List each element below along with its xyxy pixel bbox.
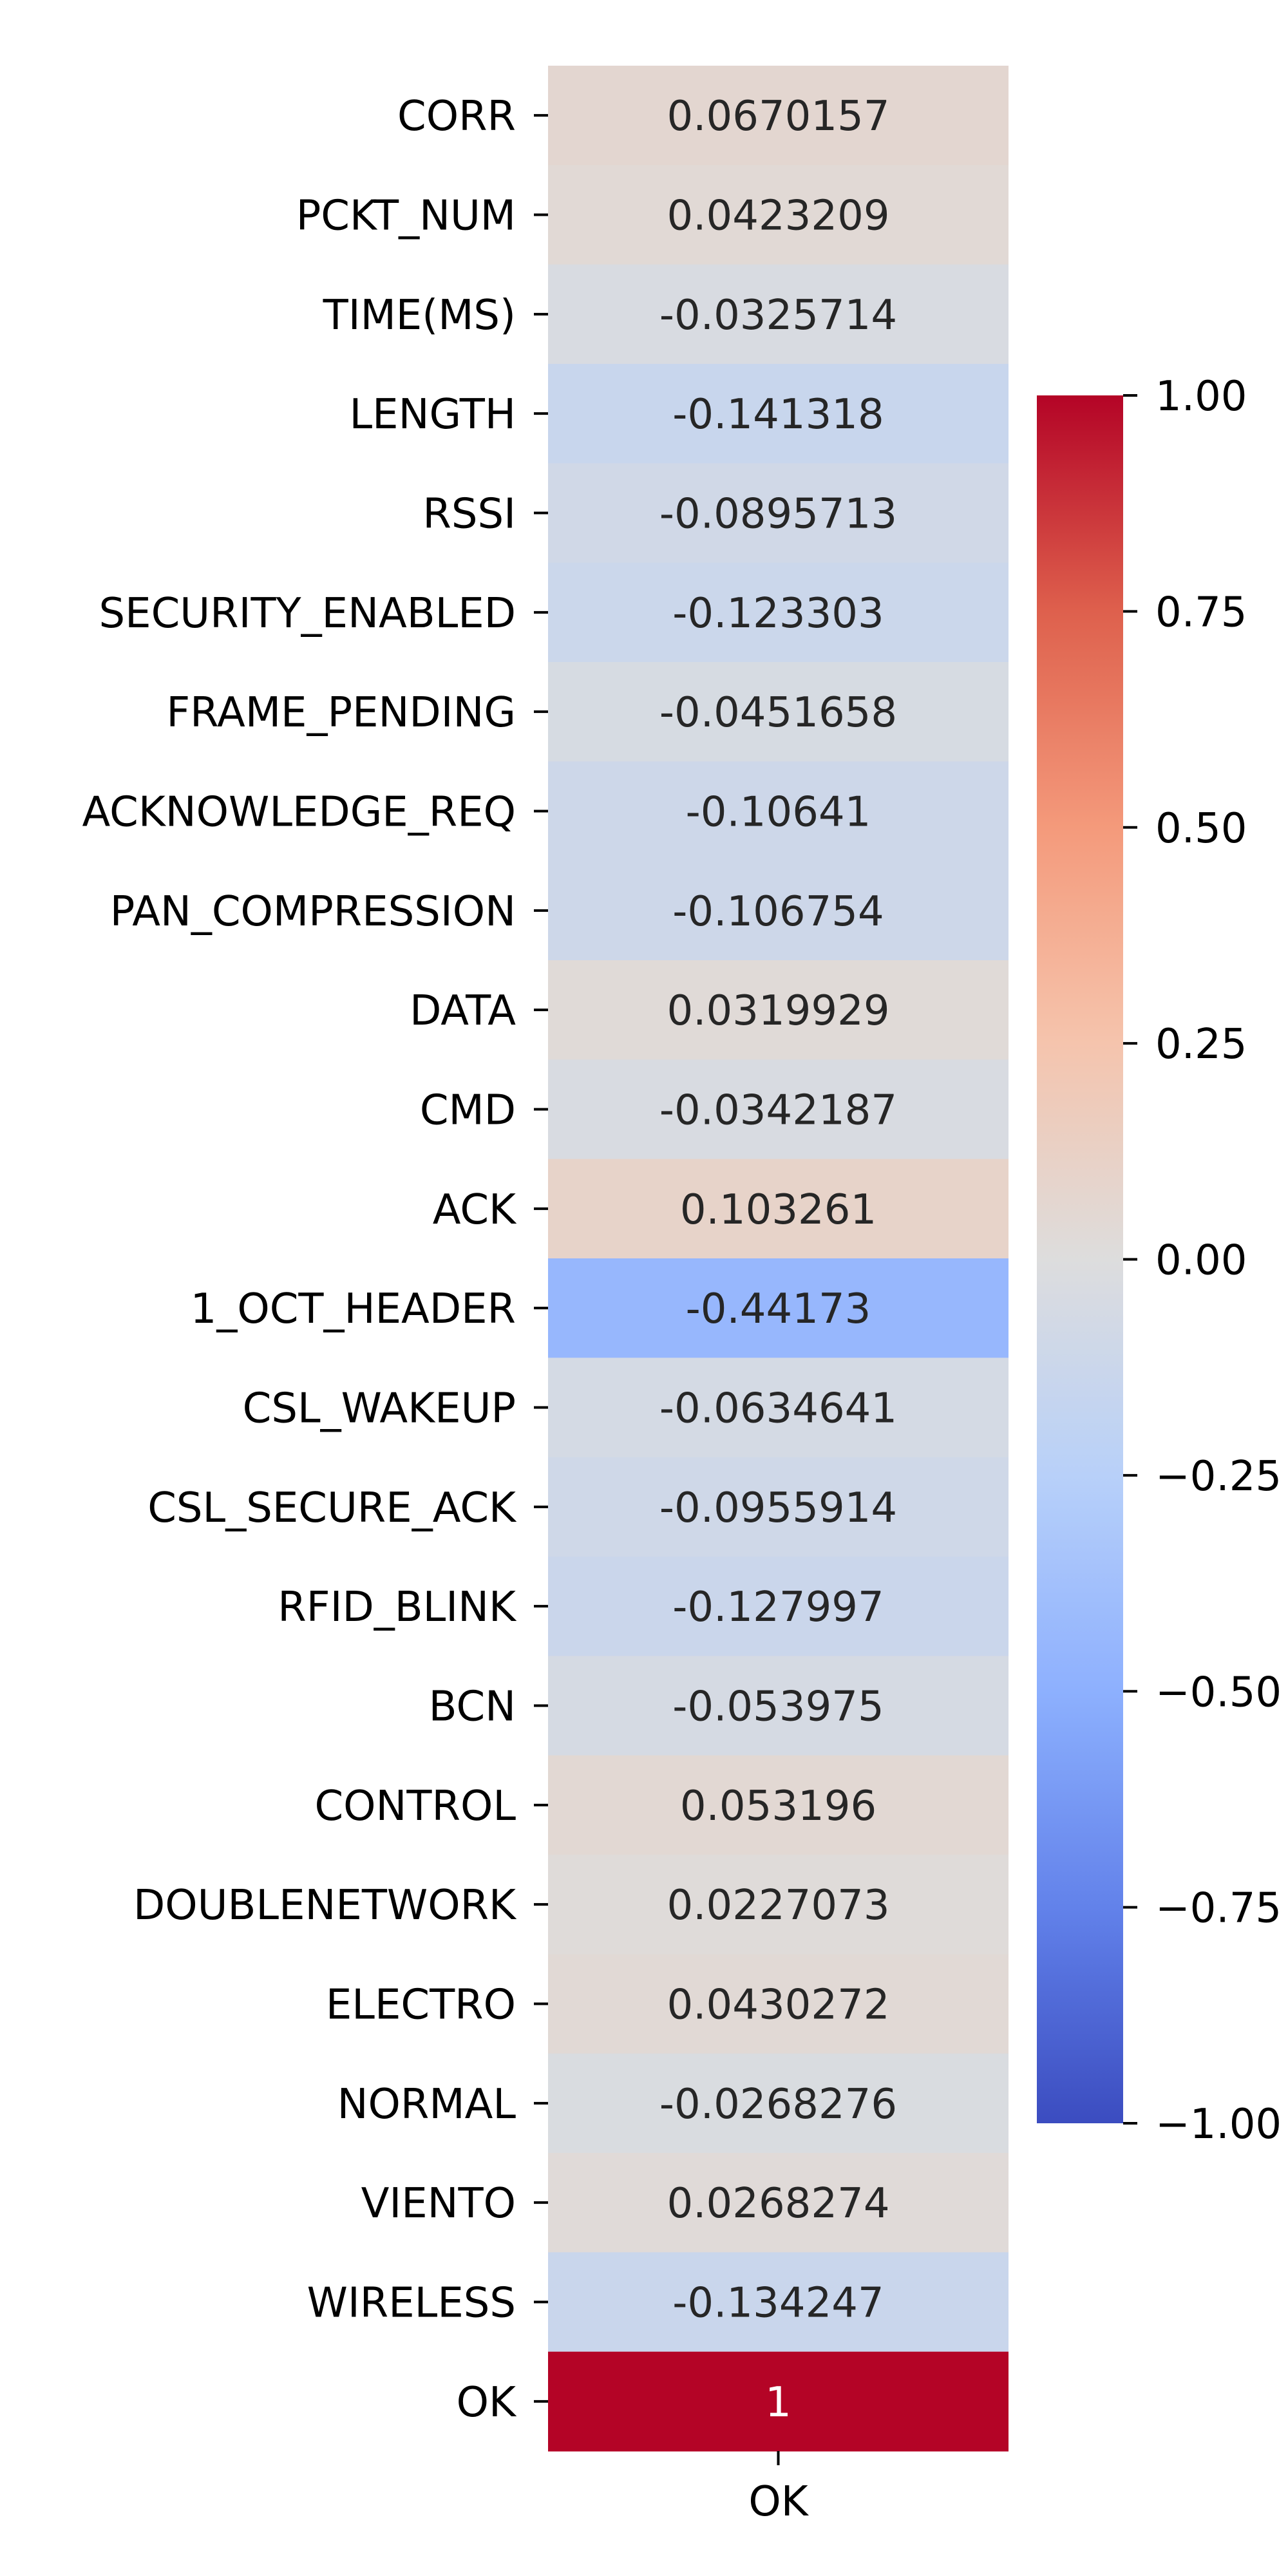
y-tick-label: CSL_SECURE_ACK xyxy=(147,1484,517,1532)
y-tick-label: 1_OCT_HEADER xyxy=(191,1285,516,1333)
y-tick-label: BCN xyxy=(429,1683,516,1731)
cell-value-label: -0.134247 xyxy=(672,2280,884,2327)
colorbar-gradient xyxy=(1037,395,1123,2123)
heatmap-cell xyxy=(548,662,1009,762)
y-tick-label: VIENTO xyxy=(361,2180,516,2228)
colorbar-tick-label: −0.25 xyxy=(1155,1453,1282,1501)
y-tick-label: FRAME_PENDING xyxy=(166,689,516,737)
heatmap-cell xyxy=(548,2351,1009,2452)
colorbar-tick-label: 0.25 xyxy=(1155,1021,1247,1068)
cell-value-label: 0.0268274 xyxy=(667,2180,889,2228)
heatmap-cell xyxy=(548,1457,1009,1557)
cell-value-label: -0.141318 xyxy=(672,391,884,439)
colorbar-tick-label: 1.00 xyxy=(1155,373,1247,421)
heatmap-cells: 0.0670157 0.0423209 -0.0325714 -0.141318 -0.… xyxy=(548,66,1009,2452)
y-tick-label: TIME(MS) xyxy=(323,292,516,339)
colorbar-tick-label: −0.50 xyxy=(1155,1669,1282,1716)
heatmap-cell xyxy=(548,1755,1009,1855)
x-axis: OK xyxy=(748,2451,810,2526)
heatmap-cell xyxy=(548,1358,1009,1458)
cell-value-label: -0.123303 xyxy=(672,590,884,638)
cell-value-label: 0.0423209 xyxy=(667,193,889,240)
heatmap-cell xyxy=(548,2153,1009,2253)
cell-value-label: -0.127997 xyxy=(672,1584,884,1631)
y-tick-label: PAN_COMPRESSION xyxy=(110,888,516,936)
y-tick-label: RFID_BLINK xyxy=(278,1584,517,1631)
heatmap-cell xyxy=(548,960,1009,1060)
y-tick-label: CONTROL xyxy=(314,1783,516,1830)
heatmap-cell xyxy=(548,1954,1009,2054)
cell-value-label: -0.053975 xyxy=(672,1683,884,1731)
cell-value-label: -0.106754 xyxy=(672,888,884,936)
cell-value-label: -0.0634641 xyxy=(659,1385,897,1433)
y-tick-label: WIRELESS xyxy=(307,2280,516,2327)
heatmap-cell xyxy=(548,1258,1009,1358)
heatmap-cell xyxy=(548,1656,1009,1756)
cell-value-label: 0.0227073 xyxy=(667,1882,889,1929)
cell-value-label: -0.0342187 xyxy=(659,1087,897,1135)
cell-value-label: 0.0319929 xyxy=(667,987,889,1035)
heatmap-cell xyxy=(548,1855,1009,1955)
heatmap-cell xyxy=(548,1159,1009,1259)
cell-value-label: -0.0325714 xyxy=(659,292,897,339)
cell-value-label: -0.0268276 xyxy=(659,2081,897,2128)
heatmap-cell xyxy=(548,2053,1009,2154)
y-tick-label: DATA xyxy=(410,987,516,1035)
heatmap-cell xyxy=(548,463,1009,564)
heatmap-cell xyxy=(548,761,1009,862)
heatmap-cell xyxy=(548,165,1009,265)
y-tick-label: ELECTRO xyxy=(326,1982,516,2029)
cell-value-label: -0.0895713 xyxy=(659,491,897,538)
y-tick-label: ACKNOWLEDGE_REQ xyxy=(82,789,516,837)
y-axis: CORR PCKT_NUM TIME(MS) LENGTH RSSI SECURITY_E… xyxy=(82,93,548,2427)
x-tick-label: OK xyxy=(748,2478,809,2526)
y-tick-label: SECURITY_ENABLED xyxy=(99,590,516,638)
y-tick-label: OK xyxy=(457,2379,517,2427)
heatmap-cell xyxy=(548,2252,1009,2353)
y-tick-label: CSL_WAKEUP xyxy=(243,1385,516,1433)
heatmap-cell xyxy=(548,66,1009,166)
y-tick-label: CORR xyxy=(397,93,516,140)
heatmap-cell xyxy=(548,562,1009,663)
cell-value-label: 0.0430272 xyxy=(667,1982,889,2029)
heatmap-cell xyxy=(548,860,1009,961)
colorbar-tick-label: 0.00 xyxy=(1155,1237,1247,1285)
cell-value-label: -0.10641 xyxy=(686,789,871,837)
colorbar-tick-label: 0.75 xyxy=(1155,589,1247,636)
cell-value-label: 0.0670157 xyxy=(667,93,889,140)
cell-value-label: -0.0451658 xyxy=(659,689,897,737)
cell-value-label: -0.0955914 xyxy=(659,1484,897,1532)
y-tick-label: LENGTH xyxy=(350,391,516,439)
y-tick-label: PCKT_NUM xyxy=(296,193,516,240)
heatmap-cell xyxy=(548,264,1009,365)
heatmap-cell xyxy=(548,1059,1009,1160)
heatmap-cell xyxy=(548,364,1009,464)
colorbar-tick-label: −0.75 xyxy=(1155,1885,1282,1933)
y-tick-label: RSSI xyxy=(422,491,516,538)
colorbar-tick-label: −1.00 xyxy=(1155,2101,1282,2148)
y-tick-label: NORMAL xyxy=(337,2081,516,2128)
colorbar: 1.00 0.75 0.50 0.25 0.00 −0.25 −0.50 −0.75 −1.00 xyxy=(1037,373,1282,2148)
cell-value-label: -0.44173 xyxy=(686,1285,871,1333)
colorbar-tick-label: 0.50 xyxy=(1155,805,1247,853)
y-tick-label: ACK xyxy=(433,1186,517,1234)
y-tick-label: DOUBLENETWORK xyxy=(133,1882,517,1929)
cell-value-label: 0.103261 xyxy=(680,1186,876,1234)
y-tick-label: CMD xyxy=(420,1087,516,1135)
cell-value-label: 0.053196 xyxy=(680,1783,876,1830)
heatmap-cell xyxy=(548,1557,1009,1656)
cell-value-label: 1 xyxy=(765,2379,791,2427)
